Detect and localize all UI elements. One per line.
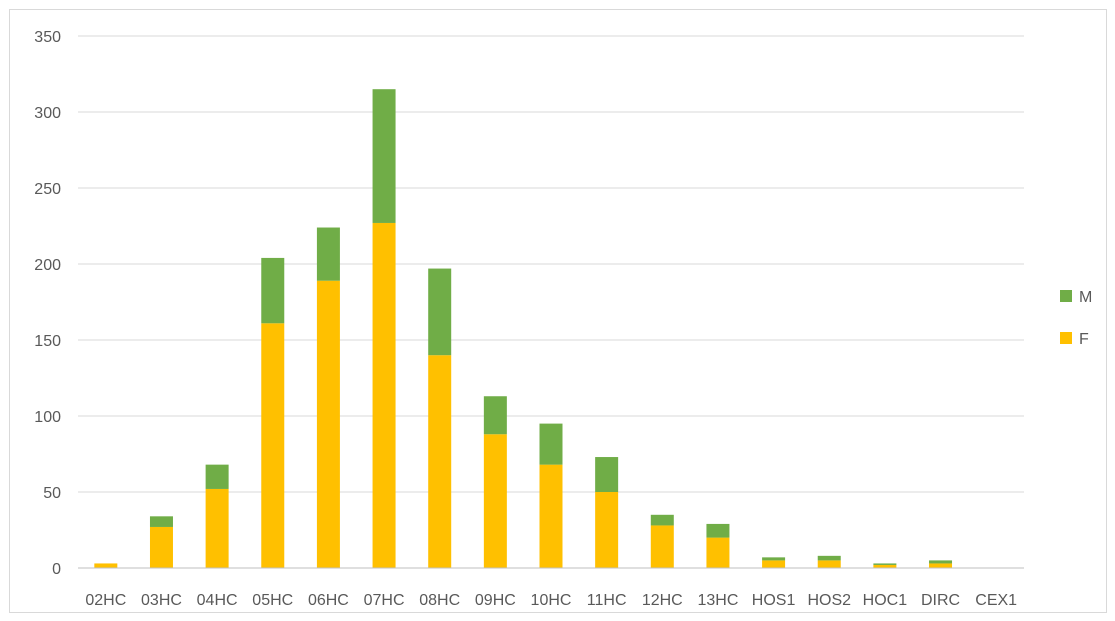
x-tick-label: 02HC xyxy=(85,592,126,609)
bar-F-13HC xyxy=(706,537,730,568)
y-tick-label: 350 xyxy=(34,29,61,46)
bar-F-03HC xyxy=(149,526,173,568)
x-tick-label: 10HC xyxy=(531,592,572,609)
bar-M-09HC xyxy=(483,396,507,435)
x-tick-label: 08HC xyxy=(419,592,460,609)
x-tick-label: 04HC xyxy=(197,592,238,609)
bar-M-07HC xyxy=(372,89,396,223)
bar-F-05HC xyxy=(261,323,285,568)
bar-F-09HC xyxy=(483,434,507,568)
y-tick-label: 200 xyxy=(34,257,61,274)
bar-M-12HC xyxy=(650,514,674,526)
bar-M-10HC xyxy=(539,423,563,465)
bar-M-HOS2 xyxy=(817,555,841,561)
y-tick-label: 150 xyxy=(34,333,61,350)
x-tick-label: 06HC xyxy=(308,592,349,609)
y-tick-label: 300 xyxy=(34,105,61,122)
legend-item-F: F xyxy=(1060,331,1089,348)
x-tick-label: 07HC xyxy=(364,592,405,609)
x-tick-label: 11HC xyxy=(587,592,627,609)
bars xyxy=(94,89,953,568)
legend-swatch xyxy=(1060,332,1072,344)
x-tick-label: 13HC xyxy=(697,592,738,609)
legend-label: F xyxy=(1079,331,1089,348)
bar-F-11HC xyxy=(595,492,619,568)
y-tick-label: 0 xyxy=(52,561,61,578)
bar-F-HOC1 xyxy=(873,564,897,568)
bar-M-HOC1 xyxy=(873,563,897,565)
bar-F-06HC xyxy=(316,280,340,568)
y-tick-label: 100 xyxy=(34,409,61,426)
bar-F-02HC xyxy=(94,563,118,568)
bar-M-HOS1 xyxy=(762,557,786,561)
bar-M-11HC xyxy=(595,457,619,492)
bar-M-05HC xyxy=(261,257,285,324)
bar-F-07HC xyxy=(372,222,396,568)
x-tick-label: 12HC xyxy=(642,592,683,609)
legend-label: M xyxy=(1079,289,1092,306)
x-tick-label: DIRC xyxy=(921,592,960,609)
legend-swatch xyxy=(1060,290,1072,302)
bar-M-03HC xyxy=(149,516,173,527)
x-axis: 02HC 03HC 04HC 05HC 06HC 07HC 08HC 09HC 10HC 11HC… xyxy=(78,567,1024,609)
bar-F-08HC xyxy=(428,355,452,568)
x-tick-label: HOS2 xyxy=(807,592,851,609)
bar-M-04HC xyxy=(205,464,229,489)
bar-F-04HC xyxy=(205,488,229,568)
bar-F-HOS1 xyxy=(762,560,786,568)
bar-F-10HC xyxy=(539,464,563,568)
bar-F-12HC xyxy=(650,525,674,568)
bar-M-08HC xyxy=(428,268,452,356)
bar-F-HOS2 xyxy=(817,560,841,568)
y-tick-label: 50 xyxy=(43,485,61,502)
bar-F-DIRC xyxy=(929,563,953,568)
x-tick-label: HOS1 xyxy=(752,592,796,609)
y-tick-label: 250 xyxy=(34,181,61,198)
x-tick-label: 05HC xyxy=(252,592,293,609)
y-axis: 0 50 100 150 200 250 300 350 xyxy=(34,29,61,578)
x-tick-label: HOC1 xyxy=(863,592,908,609)
bar-M-13HC xyxy=(706,523,730,538)
bar-M-DIRC xyxy=(929,560,953,564)
gridlines xyxy=(78,35,1024,493)
bar-M-06HC xyxy=(316,227,340,281)
x-tick-label: 09HC xyxy=(475,592,516,609)
legend: MF xyxy=(1060,289,1092,348)
x-tick-label: CEX1 xyxy=(975,592,1017,609)
legend-item-M: M xyxy=(1060,289,1092,306)
x-tick-label: 03HC xyxy=(141,592,182,609)
